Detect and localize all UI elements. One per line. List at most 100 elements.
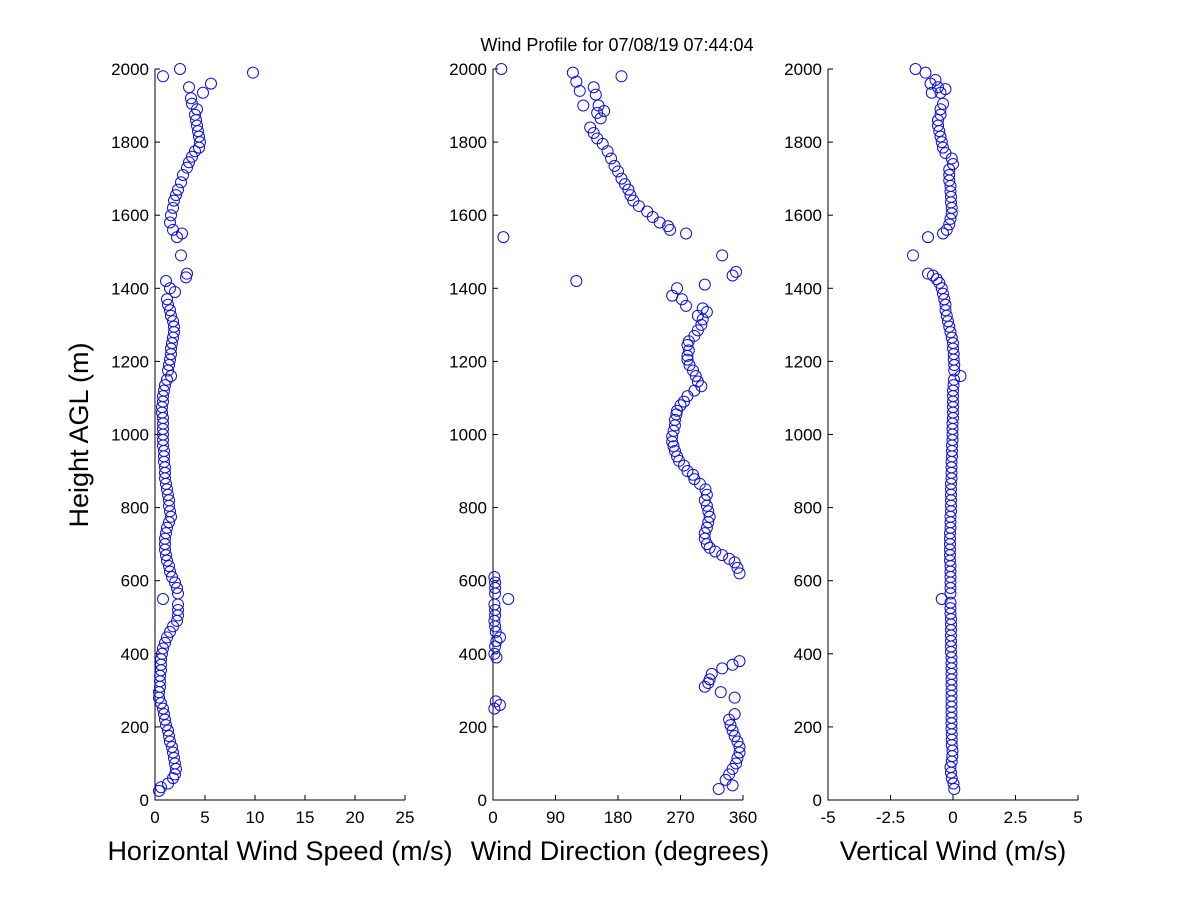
data-point <box>160 527 172 540</box>
data-point <box>189 108 201 121</box>
data-point <box>164 565 176 578</box>
data-point <box>700 488 713 501</box>
data-point <box>181 267 193 280</box>
data-point <box>947 337 959 350</box>
data-point <box>937 287 949 300</box>
data-point <box>677 459 690 472</box>
data-point <box>674 399 687 412</box>
data-point <box>166 741 178 754</box>
data-point <box>714 686 727 699</box>
data-point <box>168 194 180 207</box>
data-point <box>944 596 957 609</box>
data-point <box>156 647 168 660</box>
data-point <box>157 702 169 715</box>
data-point <box>922 231 934 244</box>
data-point <box>591 106 604 119</box>
data-point <box>947 158 959 171</box>
data-point <box>680 299 693 312</box>
data-point <box>937 141 949 154</box>
data-point <box>728 691 741 704</box>
x-tick-label: 360 <box>729 808 757 827</box>
data-point <box>938 293 951 306</box>
data-point <box>726 658 739 671</box>
y-tick-label: 1200 <box>111 352 149 371</box>
data-point <box>186 97 198 110</box>
data-point <box>166 571 178 584</box>
data-point <box>698 278 711 291</box>
data-point <box>682 344 695 357</box>
data-point <box>666 430 679 443</box>
data-point <box>716 662 729 675</box>
data-point <box>700 521 713 534</box>
data-point <box>167 223 179 236</box>
data-point <box>181 161 193 174</box>
data-point <box>495 63 508 75</box>
data-point <box>577 99 590 112</box>
data-point <box>490 651 503 664</box>
data-point <box>160 274 172 287</box>
data-point <box>161 293 173 306</box>
y-tick-label: 600 <box>794 572 822 591</box>
y-tick-label: 200 <box>121 718 149 737</box>
data-point <box>689 370 702 383</box>
data-point <box>502 592 515 605</box>
data-point <box>641 205 654 218</box>
y-tick-label: 1600 <box>111 206 149 225</box>
plot-vertical-wind: Vertical Wind (m/s) -5 -2.5 0 2.5 5 0 200 400 60… <box>784 60 1083 866</box>
data-point <box>733 655 746 668</box>
y-tick-label: 1000 <box>784 426 822 445</box>
data-point <box>700 306 713 319</box>
data-point <box>668 444 681 457</box>
data-point <box>934 130 947 143</box>
data-point <box>164 304 176 317</box>
y-tick-label: 0 <box>478 791 487 810</box>
data-point <box>939 147 952 160</box>
x-tick-label: 10 <box>246 808 265 827</box>
x-tick-label: 20 <box>346 808 365 827</box>
data-point <box>587 81 600 94</box>
data-point <box>164 625 176 638</box>
data-point <box>944 602 957 615</box>
data-point <box>161 631 173 644</box>
data-point <box>489 576 502 589</box>
data-point <box>172 183 184 196</box>
y-tick-label: 1200 <box>449 352 487 371</box>
y-tick-label: 0 <box>140 791 149 810</box>
data-point <box>948 783 961 796</box>
data-point <box>566 66 579 79</box>
data-point <box>935 136 948 149</box>
data-point <box>934 108 947 121</box>
data-point <box>943 218 956 231</box>
data-point <box>939 83 952 96</box>
x-tick-label: 0 <box>150 808 159 827</box>
data-point <box>183 156 195 169</box>
plot-horizontal-wind-speed: Height AGL (m) Horizontal Wind Speed (m/… <box>64 60 453 866</box>
y-tick-label: 1600 <box>449 206 487 225</box>
data-point <box>939 298 952 311</box>
data-point <box>731 561 744 574</box>
y-tick-label: 1600 <box>784 206 822 225</box>
y-tick-label: 2000 <box>784 60 822 79</box>
data-point <box>615 70 628 83</box>
data-point <box>696 302 709 315</box>
data-point <box>703 673 716 686</box>
y-tick-label: 1000 <box>111 426 149 445</box>
data-point <box>172 587 184 600</box>
data-point <box>489 695 502 708</box>
data-point <box>624 189 637 202</box>
data-point <box>730 265 743 278</box>
data-point <box>943 320 956 333</box>
data-point <box>723 552 736 565</box>
x-tick-label: 5 <box>1073 808 1082 827</box>
x-tick-label: 5 <box>200 808 209 827</box>
data-point <box>733 741 746 754</box>
x-tick-label: 25 <box>396 808 415 827</box>
data-point <box>919 66 932 79</box>
y-tick-label: 400 <box>121 645 149 664</box>
data-point <box>158 384 170 397</box>
y-axis-label: Height AGL (m) <box>64 342 94 527</box>
x-tick-label: 0 <box>948 808 957 827</box>
data-point <box>171 582 183 595</box>
y-tick-label: 600 <box>121 572 149 591</box>
y-tick-label: 2000 <box>111 60 149 79</box>
